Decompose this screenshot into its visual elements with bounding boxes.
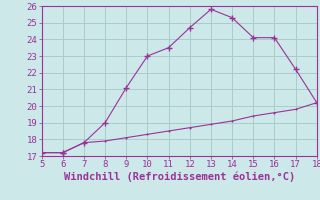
X-axis label: Windchill (Refroidissement éolien,°C): Windchill (Refroidissement éolien,°C) [64, 172, 295, 182]
